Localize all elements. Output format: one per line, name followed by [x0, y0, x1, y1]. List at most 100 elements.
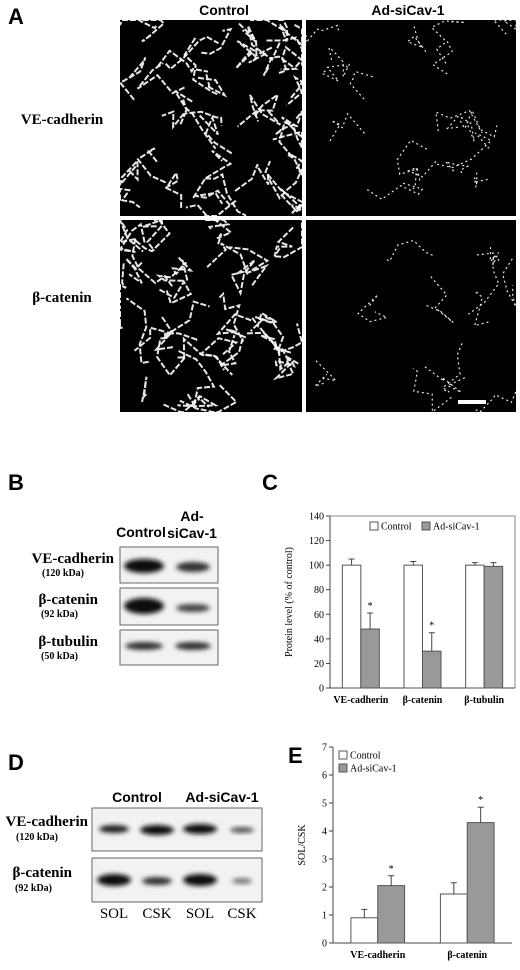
cell-junction — [406, 26, 427, 53]
cell-junction — [195, 189, 231, 207]
y-tick-label: 5 — [322, 799, 327, 810]
y-tick-label: 2 — [322, 883, 327, 894]
row-label: VE-cadherin — [32, 551, 115, 567]
cell-junction — [215, 313, 254, 339]
cell-junction — [140, 19, 166, 43]
x-tick-label: β-tubulin — [464, 695, 504, 706]
bar — [403, 564, 423, 689]
cell-junction — [156, 49, 209, 74]
column-label: Control — [199, 2, 249, 18]
y-tick-label: 3 — [322, 855, 327, 866]
legend-label: Ad-siCav-1 — [433, 522, 480, 533]
row-size: (92 kDa) — [41, 609, 78, 620]
cell-junction — [235, 40, 274, 69]
lane-label: CSK — [227, 906, 256, 922]
cell-junction — [274, 359, 296, 368]
row-label: β-catenin — [12, 865, 72, 881]
column-label: Ad- — [180, 508, 204, 524]
bar — [422, 650, 442, 689]
row-label: β-catenin — [32, 290, 92, 306]
y-tick-label: 7 — [322, 743, 327, 754]
cell-junction — [205, 172, 247, 217]
cell-junction — [234, 163, 270, 192]
significance-marker: * — [368, 601, 373, 612]
cell-junction — [441, 343, 463, 393]
band — [183, 874, 217, 886]
lane-label: SOL — [100, 906, 128, 922]
cell-junction — [473, 290, 489, 327]
y-tick-label: 120 — [309, 536, 324, 547]
cell-junction — [424, 366, 466, 393]
cell-junction — [396, 139, 428, 181]
band — [232, 878, 252, 884]
y-tick-label: 60 — [314, 610, 324, 621]
cell-junction — [445, 160, 470, 176]
bar — [341, 564, 362, 689]
y-tick-label: 6 — [322, 771, 327, 782]
panel-label: A — [8, 4, 24, 29]
cell-junction — [192, 149, 233, 199]
legend-swatch — [338, 750, 348, 760]
cell-junction — [164, 170, 183, 210]
blot — [119, 546, 219, 666]
row-size: (92 kDa) — [15, 883, 52, 894]
cell-junction — [119, 263, 127, 303]
cell-junction — [198, 114, 234, 155]
cell-junction — [278, 19, 289, 42]
y-tick-label: 0 — [319, 684, 324, 695]
panel-label: E — [288, 743, 303, 768]
cell-junction — [131, 238, 174, 287]
cell-junction — [206, 242, 249, 275]
row-label: β-tubulin — [38, 634, 98, 650]
legend-label: Ad-siCav-1 — [350, 764, 397, 775]
error-bar — [388, 875, 395, 886]
error-bar — [428, 632, 435, 652]
x-tick-label: β-catenin — [403, 695, 443, 706]
band — [125, 642, 163, 650]
error-bar — [477, 806, 484, 823]
blot — [91, 807, 263, 903]
cell-junction — [117, 219, 144, 253]
cell-junction — [218, 291, 245, 343]
cell-junction — [349, 70, 373, 102]
x-tick-label: β-catenin — [447, 950, 487, 961]
cell-junction — [159, 279, 193, 305]
cell-junction — [201, 27, 233, 55]
cell-junction — [431, 40, 453, 76]
cell-junction — [119, 158, 139, 186]
cell-junction — [278, 110, 303, 158]
band — [124, 559, 164, 573]
panel-label: B — [8, 470, 24, 495]
cell-junction — [229, 259, 256, 297]
cell-junction — [248, 94, 282, 126]
error-bar — [471, 562, 478, 566]
cell-junction — [125, 257, 143, 284]
cell-junction — [273, 226, 294, 257]
cell-junction — [274, 116, 303, 138]
panel-label: C — [262, 470, 278, 495]
cell-junction — [435, 109, 483, 134]
y-tick-label: 80 — [314, 585, 324, 596]
y-tick-label: 4 — [322, 827, 327, 838]
cell-junction — [136, 62, 185, 95]
row-size: (50 kDa) — [41, 651, 78, 662]
band — [176, 562, 210, 572]
cell-junction — [329, 112, 366, 142]
cell-junction — [254, 316, 285, 351]
cell-junction — [161, 316, 199, 341]
column-label: Ad-siCav-1 — [185, 789, 258, 805]
bar — [465, 564, 485, 689]
column-label: Control — [116, 524, 166, 540]
cell-junction — [285, 74, 304, 107]
error-bar — [490, 562, 497, 567]
cell-junction — [473, 172, 488, 188]
bar — [439, 893, 468, 944]
cell-junction — [259, 323, 304, 354]
x-tick-label: VE-cadherin — [350, 950, 405, 961]
cell-junction — [262, 55, 299, 77]
column-label: siCav-1 — [167, 525, 217, 541]
divider — [120, 216, 516, 220]
cell-junction — [250, 311, 278, 332]
cell-junction — [182, 99, 217, 150]
